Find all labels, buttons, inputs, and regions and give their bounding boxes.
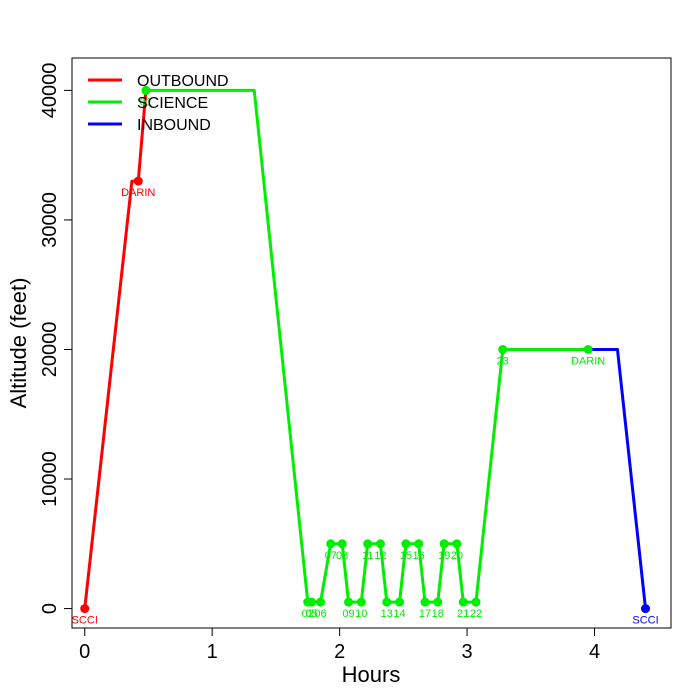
waypoint-marker bbox=[471, 597, 481, 607]
waypoint-marker bbox=[356, 597, 366, 607]
waypoint-marker bbox=[375, 539, 385, 549]
waypoint-marker bbox=[344, 597, 354, 607]
x-tick-label: 2 bbox=[334, 641, 345, 663]
waypoint-label: 12 bbox=[374, 550, 386, 562]
waypoint-marker bbox=[641, 604, 651, 614]
waypoint-label: 23 bbox=[497, 355, 509, 367]
y-tick-label: 30000 bbox=[39, 192, 61, 248]
waypoint-label: 21 bbox=[457, 608, 469, 620]
waypoints-layer bbox=[80, 85, 651, 614]
series-line-outbound bbox=[83, 90, 148, 609]
y-tick-label: 20000 bbox=[39, 322, 61, 378]
waypoint-marker bbox=[498, 344, 508, 354]
waypoint-label: 09 bbox=[342, 608, 354, 620]
y-tick-label: 0 bbox=[39, 603, 61, 614]
legend-label: SCIENCE bbox=[137, 95, 208, 112]
waypoint-label: 06 bbox=[314, 608, 326, 620]
waypoint-marker bbox=[382, 597, 392, 607]
y-axis-title: Altitude (feet) bbox=[6, 278, 31, 409]
waypoint-marker bbox=[452, 539, 462, 549]
waypoint-marker bbox=[363, 539, 373, 549]
waypoint-marker bbox=[414, 539, 424, 549]
waypoint-marker bbox=[401, 539, 411, 549]
waypoint-label: DARIN bbox=[571, 355, 605, 367]
waypoint-label: DARIN bbox=[121, 187, 155, 199]
waypoint-label: 10 bbox=[355, 608, 367, 620]
waypoint-marker bbox=[395, 597, 405, 607]
waypoint-marker bbox=[80, 604, 90, 614]
waypoint-label: SCCI bbox=[72, 615, 98, 627]
waypoint-label: 07 bbox=[325, 550, 337, 562]
waypoint-label: SCCI bbox=[632, 615, 658, 627]
waypoint-marker bbox=[141, 85, 151, 95]
x-tick-label: 4 bbox=[589, 641, 600, 663]
waypoint-marker bbox=[420, 597, 430, 607]
waypoint-marker bbox=[307, 597, 317, 607]
series-line-science bbox=[145, 88, 589, 604]
series-line-inbound bbox=[588, 347, 648, 609]
legend-label: INBOUND bbox=[137, 117, 211, 134]
waypoint-label: 14 bbox=[393, 608, 405, 620]
x-tick-label: 3 bbox=[462, 641, 473, 663]
legend: OUTBOUND SCIENCE INBOUND bbox=[88, 73, 229, 134]
waypoint-label: 15 bbox=[400, 550, 412, 562]
waypoint-marker bbox=[583, 344, 593, 354]
waypoint-marker bbox=[337, 539, 347, 549]
legend-label: OUTBOUND bbox=[137, 73, 229, 90]
waypoint-marker bbox=[316, 597, 326, 607]
waypoint-label: 18 bbox=[432, 608, 444, 620]
waypoint-marker bbox=[133, 176, 143, 186]
y-tick-label: 40000 bbox=[39, 63, 61, 119]
waypoint-label: 13 bbox=[381, 608, 393, 620]
waypoint-label: 22 bbox=[470, 608, 482, 620]
x-axis-title: Hours bbox=[342, 662, 401, 687]
waypoint-label: 17 bbox=[419, 608, 431, 620]
waypoint-marker bbox=[326, 539, 336, 549]
waypoint-label: 19 bbox=[438, 550, 450, 562]
waypoint-marker bbox=[458, 597, 468, 607]
waypoint-label: 11 bbox=[362, 550, 373, 562]
series-layer bbox=[83, 88, 648, 609]
waypoint-label: 02 bbox=[302, 608, 314, 620]
waypoint-marker bbox=[433, 597, 443, 607]
x-tick-label: 1 bbox=[207, 641, 218, 663]
waypoint-label: 01 bbox=[140, 96, 152, 108]
waypoint-label: 16 bbox=[413, 550, 425, 562]
y-tick-label: 10000 bbox=[39, 451, 61, 507]
waypoint-marker bbox=[439, 539, 449, 549]
waypoint-label: 20 bbox=[451, 550, 463, 562]
x-tick-label: 0 bbox=[79, 641, 90, 663]
waypoint-label: 05 bbox=[305, 608, 317, 620]
waypoint-label: 08 bbox=[336, 550, 348, 562]
